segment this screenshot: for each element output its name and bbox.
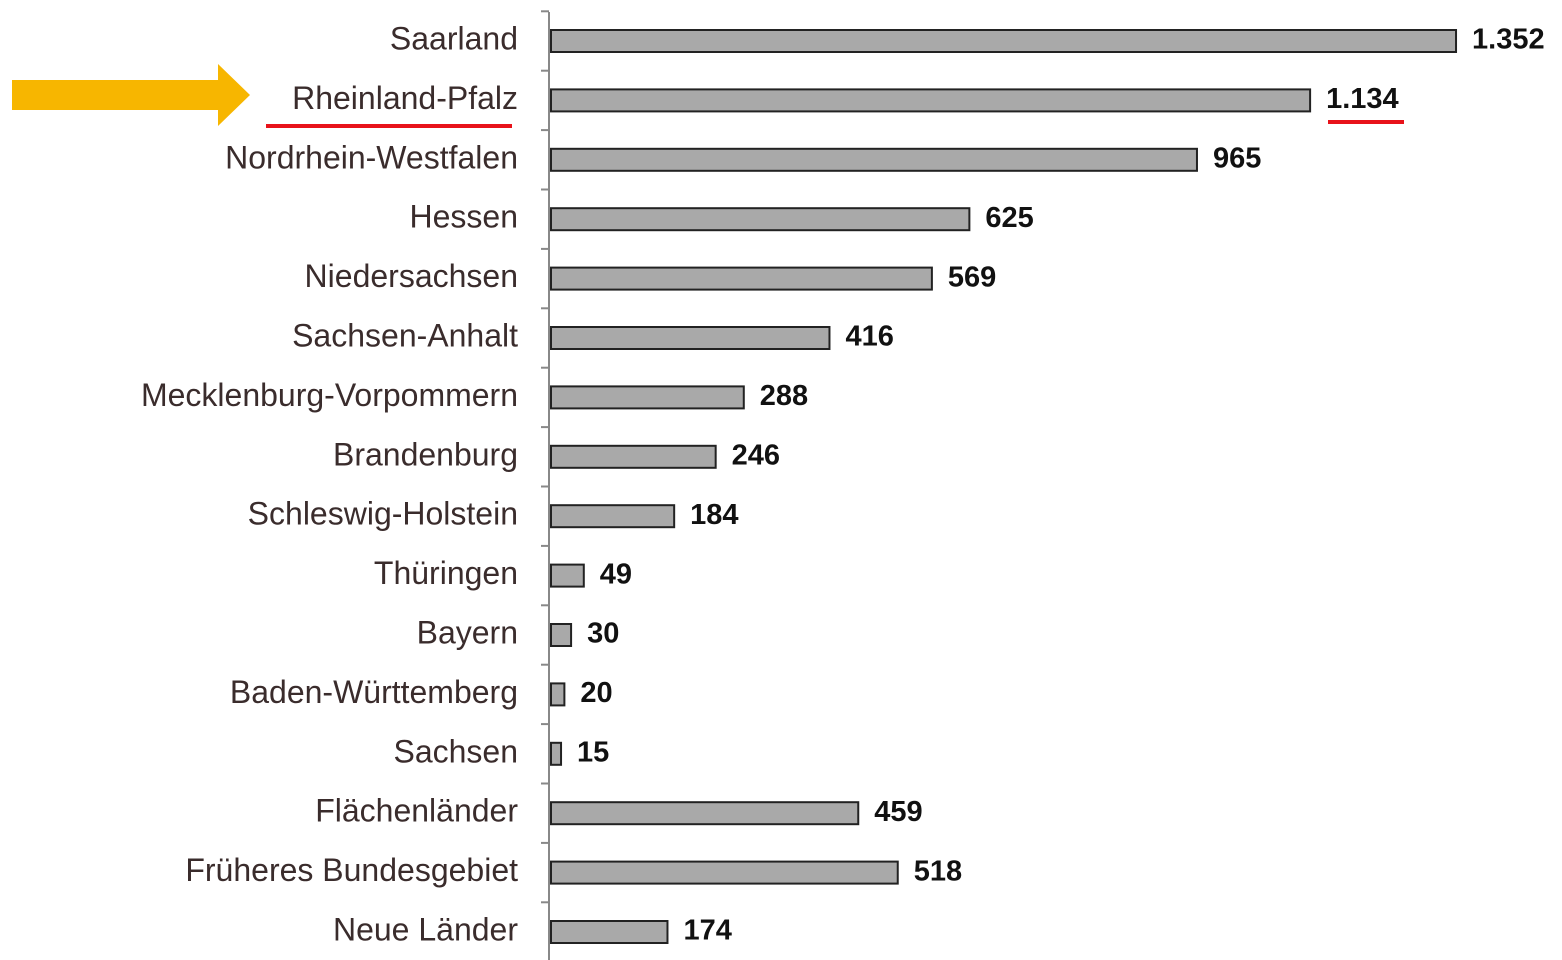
category-label: Niedersachsen <box>305 258 518 294</box>
category-label: Saarland <box>390 20 518 56</box>
category-label: Brandenburg <box>333 436 518 472</box>
category-label: Mecklenburg-Vorpommern <box>141 377 518 413</box>
bar <box>550 682 566 707</box>
value-label: 184 <box>690 499 738 531</box>
value-label: 174 <box>683 915 731 947</box>
bar <box>550 266 933 291</box>
category-label: Flächenländer <box>315 793 518 829</box>
category-label: Bayern <box>417 614 518 650</box>
value-label: 459 <box>874 796 922 828</box>
value-label: 569 <box>948 261 996 293</box>
bar <box>550 741 563 766</box>
value-label: 625 <box>985 202 1033 234</box>
value-label: 30 <box>587 618 619 650</box>
highlight-arrow <box>12 64 250 126</box>
category-label: Nordrhein-Westfalen <box>225 139 518 175</box>
bar <box>550 623 573 647</box>
category-label: Neue Länder <box>333 911 518 947</box>
value-label: 15 <box>577 736 609 768</box>
bar <box>550 326 831 350</box>
category-label: Rheinland-Pfalz <box>292 80 518 116</box>
value-label: 1.134 <box>1326 83 1399 115</box>
category-label: Baden-Württemberg <box>230 674 518 710</box>
category-label: Hessen <box>410 199 519 235</box>
bar <box>550 207 971 232</box>
bar <box>550 504 676 529</box>
value-label: 246 <box>732 439 780 471</box>
category-label: Sachsen <box>393 733 518 769</box>
bar <box>550 920 669 944</box>
value-label: 1.352 <box>1472 24 1545 56</box>
bar <box>550 147 1198 172</box>
value-label: 288 <box>760 380 808 412</box>
bar <box>550 29 1458 53</box>
bar <box>550 563 585 588</box>
bar <box>550 88 1312 113</box>
category-label: Schleswig-Holstein <box>248 496 518 532</box>
value-label: 965 <box>1213 142 1261 174</box>
value-label: 416 <box>845 321 893 353</box>
value-label: 20 <box>580 677 612 709</box>
bar <box>550 860 899 885</box>
bar <box>550 385 745 410</box>
value-label: 518 <box>914 855 962 887</box>
bar <box>550 801 860 826</box>
category-label: Sachsen-Anhalt <box>292 317 518 353</box>
category-label: Früheres Bundesgebiet <box>185 852 518 888</box>
bar <box>550 444 717 469</box>
category-label: Thüringen <box>374 555 518 591</box>
value-label: 49 <box>600 558 632 590</box>
